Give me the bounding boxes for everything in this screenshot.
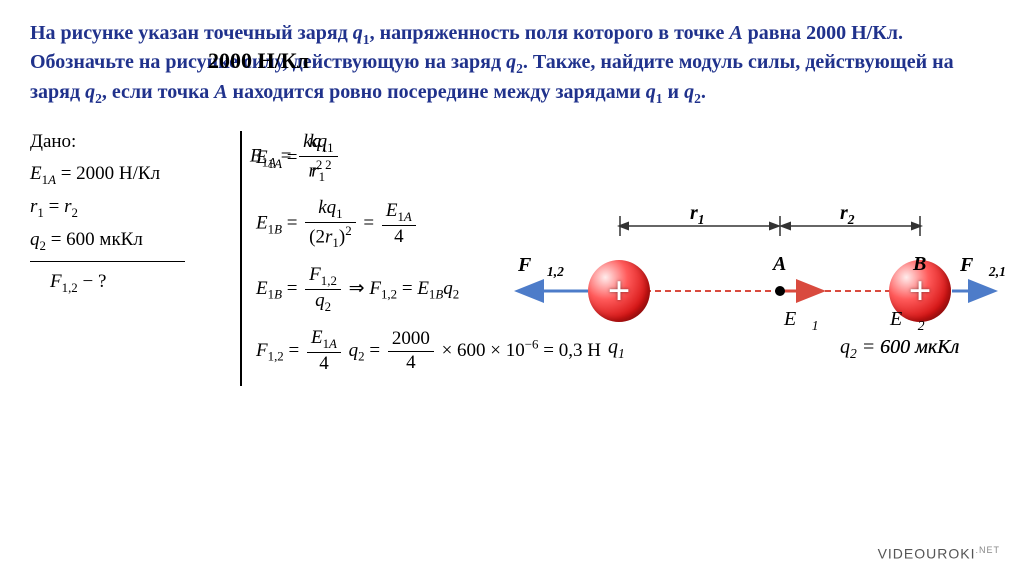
charge-q1: + <box>588 260 650 322</box>
label-r1: r1 <box>690 202 705 228</box>
given-line-3: q2 = 600 мкКл <box>30 224 240 257</box>
label-a: A <box>773 253 786 276</box>
equation-1: E1A = kq1r12 E1A = kq1r2 <box>256 132 601 184</box>
problem-statement: На рисунке указан точечный заряд q1, нап… <box>30 20 994 108</box>
label-q1: q1 <box>608 336 625 362</box>
q2-overlay: 600 мкКл <box>880 336 959 359</box>
problem-text: На рисунке указан точечный заряд q1, нап… <box>30 22 954 103</box>
given-find: F1,2 − ? <box>30 266 240 299</box>
point-a-dot <box>775 286 785 296</box>
given-column: Дано: E1A = 2000 Н/Кл r1 = r2 q2 = 600 м… <box>30 126 240 298</box>
logo: VIDEOUROKI.NET <box>878 545 1000 562</box>
label-b: B <box>913 253 926 276</box>
label-e1: E⃗1 <box>784 308 819 334</box>
given-divider <box>30 261 185 262</box>
overlay-2000: 2000 Н/Кл <box>208 46 309 76</box>
label-f21: F⃗2,1 <box>960 254 1006 280</box>
vertical-divider <box>240 131 242 386</box>
charge-diagram: + + r1 r2 A B F⃗1,2 F⃗2,1 E⃗1 E⃗2 q1 q2 … <box>480 208 1000 408</box>
given-label: Дано: <box>30 126 240 158</box>
given-line-2: r1 = r2 <box>30 191 240 224</box>
given-line-1: E1A = 2000 Н/Кл <box>30 158 240 191</box>
label-r2: r2 <box>840 202 855 228</box>
label-q2: q2 = 600 мкКл 600 мкКл <box>840 336 959 362</box>
label-f12: F⃗1,2 <box>518 254 564 280</box>
label-e2: E⃗2 <box>890 308 925 334</box>
